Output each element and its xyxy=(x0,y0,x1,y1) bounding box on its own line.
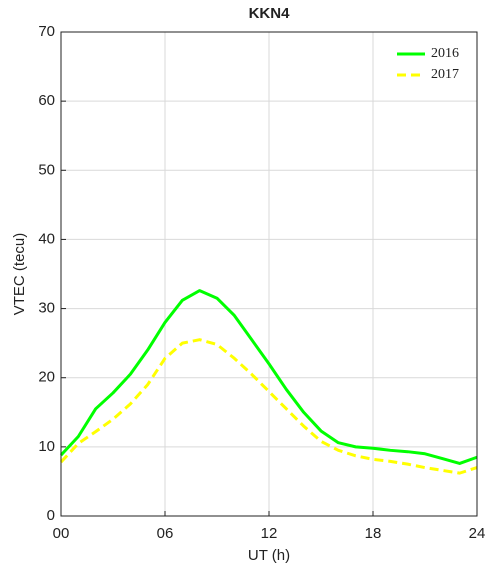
x-tick-label: 12 xyxy=(261,525,278,542)
y-tick-label: 10 xyxy=(38,438,55,455)
x-tick-label: 18 xyxy=(365,525,382,542)
chart-title: KKN4 xyxy=(249,5,290,22)
x-tick-label: 24 xyxy=(469,525,486,542)
y-tick-label: 0 xyxy=(47,507,55,524)
y-tick-label: 20 xyxy=(38,369,55,386)
x-tick-label: 00 xyxy=(53,525,70,542)
y-tick-label: 70 xyxy=(38,23,55,40)
y-tick-label: 30 xyxy=(38,300,55,317)
x-tick-label: 06 xyxy=(157,525,174,542)
legend-label: 2017 xyxy=(431,67,459,82)
series-line xyxy=(59,338,478,475)
y-axis-label: VTEC (tecu) xyxy=(11,233,28,316)
y-tick-label: 60 xyxy=(38,92,55,109)
plot-frame xyxy=(60,31,478,517)
legend-label: 2016 xyxy=(431,46,459,61)
y-tick-label: 40 xyxy=(38,230,55,247)
y-tick-label: 50 xyxy=(38,161,55,178)
x-axis-label: UT (h) xyxy=(248,547,290,564)
series-line xyxy=(59,289,478,465)
